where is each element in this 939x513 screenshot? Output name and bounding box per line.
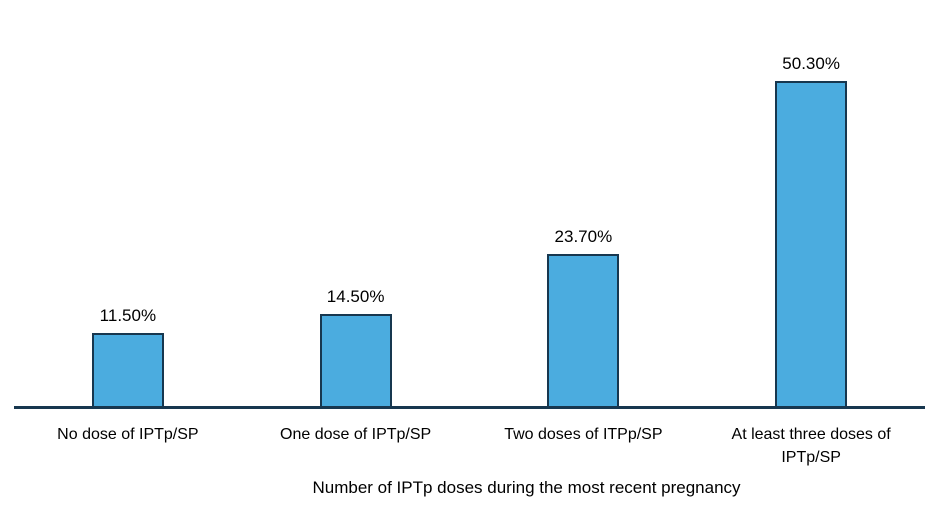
x-axis-line (14, 406, 925, 409)
x-tick-label-text: No dose of IPTp/SP (57, 426, 199, 443)
plot-area: 11.50% 14.50% 23.70% 50.30% (14, 0, 925, 408)
x-axis-title: Number of IPTp doses during the most rec… (312, 478, 741, 497)
x-axis-tick-labels: No dose of IPTp/SP One dose of IPTp/SP Two… (14, 411, 925, 469)
bar-column: 14.50% (242, 288, 470, 408)
x-tick-label-text: Two doses of ITPp/SP (504, 426, 663, 443)
bar (775, 81, 848, 408)
bar-value-label: 11.50% (99, 306, 157, 326)
bar (91, 333, 164, 408)
bar-value-label: 50.30% (782, 54, 840, 74)
bar (547, 253, 620, 408)
x-tick-label: No dose of IPTp/SP (14, 423, 242, 469)
x-tick-label-text: At least three doses of IPTp/SP (731, 426, 891, 467)
x-tick-label-text: One dose of IPTp/SP (280, 426, 432, 443)
bar-value-label: 23.70% (554, 226, 613, 246)
x-tick-label: At least three doses of IPTp/SP (697, 423, 925, 469)
x-tick-label: Two doses of ITPp/SP (470, 423, 698, 469)
bar (319, 313, 392, 408)
x-tick-label: One dose of IPTp/SP (242, 423, 470, 469)
bar-value-label: 14.50% (326, 286, 385, 306)
bar-column: 50.30% (697, 55, 925, 408)
bar-column: 11.50% (14, 307, 242, 408)
bar-column: 23.70% (470, 228, 698, 408)
